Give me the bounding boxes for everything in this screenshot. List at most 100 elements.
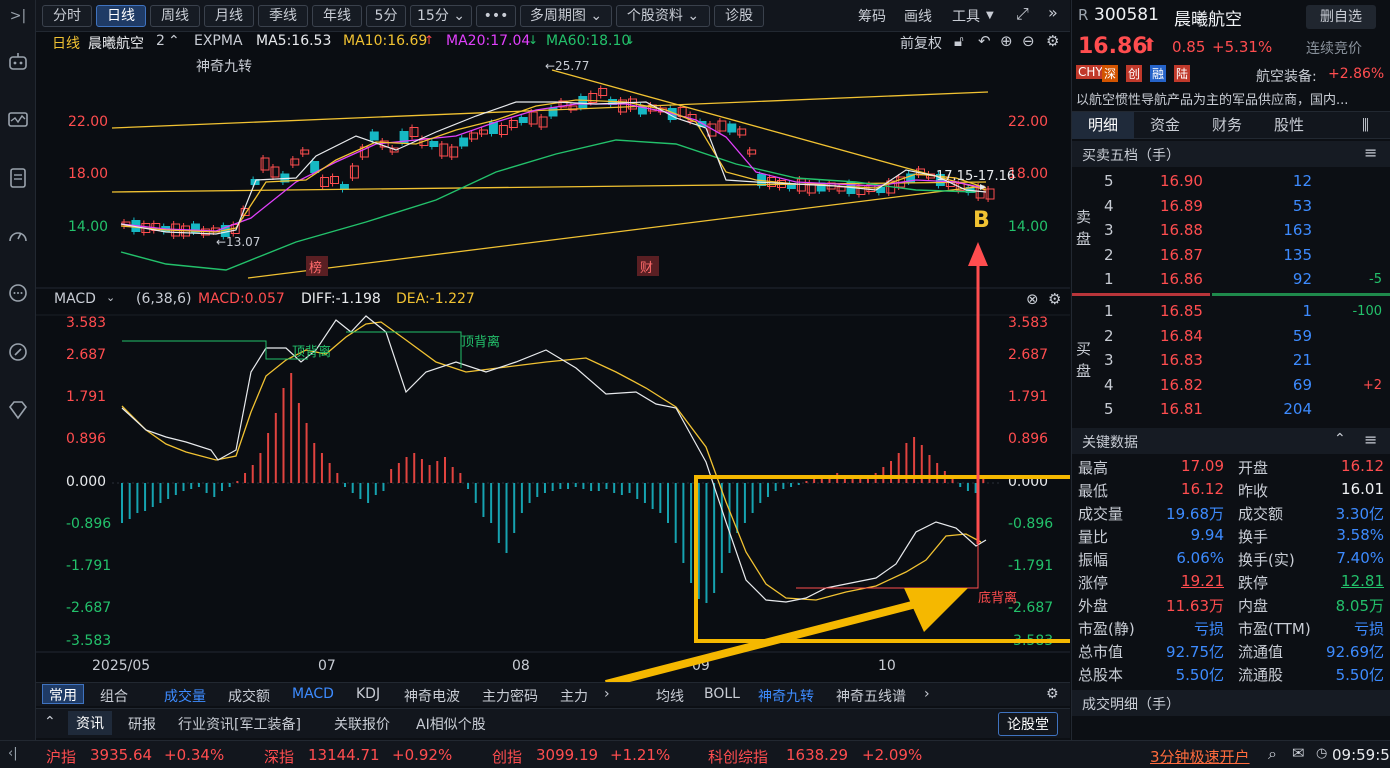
monitor-chart-icon[interactable] [6, 108, 30, 132]
tab-magic-five[interactable]: 神奇五线谱 [836, 689, 906, 705]
tab-boll[interactable]: BOLL [704, 686, 740, 702]
link-icon[interactable] [6, 340, 30, 364]
settings-gear-icon[interactable]: ⚙ [1046, 32, 1060, 50]
tab-industry-news[interactable]: 行业资讯[军工装备] [178, 717, 301, 733]
zoom-out-icon[interactable]: ⊖ [1022, 32, 1035, 50]
tab-finance[interactable]: 财务 [1211, 116, 1242, 134]
chart-canvas[interactable]: ←25.77 ←13.07 17.15-17.16 B 榜 财 顶背离 顶背离 … [36, 32, 1070, 682]
tag-shen[interactable]: 深 [1102, 65, 1119, 82]
sell-row[interactable]: 2 16.87 135 [1072, 243, 1390, 267]
sell-row[interactable]: 1 16.86 92 -5 [1072, 267, 1390, 291]
tab-turnover[interactable]: 成交额 [228, 689, 270, 705]
tab-intraday[interactable]: 分时 [42, 5, 92, 27]
tools-dropdown-icon[interactable]: ▼ [986, 10, 994, 21]
chat-icon[interactable] [6, 282, 30, 306]
panel-layout-icon[interactable]: ⫼ [1362, 116, 1369, 134]
tag-rong[interactable]: 融 [1150, 65, 1167, 82]
sector-name[interactable]: 航空装备: [1256, 69, 1317, 85]
tab-ai-similar[interactable]: AI相似个股 [416, 717, 486, 733]
buy-row[interactable]: 5 16.81 204 [1072, 397, 1390, 421]
gauge-icon[interactable] [6, 224, 30, 248]
robot-icon[interactable] [6, 50, 30, 74]
chips-button[interactable]: 筹码 [858, 9, 886, 25]
kline-chart-area[interactable]: 日线 晨曦航空 2 ⌃ EXPMA MA5:16.53 MA10:16.69 M… [36, 32, 1070, 682]
macd-settings-gear-icon[interactable]: ⚙ [1048, 290, 1062, 308]
macd-indicator-dropdown[interactable]: MACD [54, 291, 96, 307]
orderbook-menu-icon[interactable]: ≡ [1364, 143, 1378, 162]
fullscreen-icon[interactable]: ⤢ [1016, 4, 1029, 23]
news-collapse-icon[interactable]: ⌃ [44, 714, 56, 730]
tab-daily[interactable]: 日线 [96, 5, 146, 27]
macd-params[interactable]: (6,38,6) [136, 291, 192, 307]
overlay-next-icon[interactable]: › [924, 686, 930, 702]
diamond-icon[interactable] [6, 398, 30, 422]
zoom-in-icon[interactable]: ⊕ [1000, 32, 1013, 50]
tag-chuang[interactable]: 创 [1126, 65, 1143, 82]
tab-yearly[interactable]: 年线 [312, 5, 362, 27]
stock-profile-dropdown[interactable]: 个股资料 ⌄ [616, 5, 710, 27]
collapse-right-icon[interactable]: » [1048, 3, 1058, 22]
tab-quarterly[interactable]: 季线 [258, 5, 308, 27]
tab-magic-wave[interactable]: 神奇电波 [404, 689, 460, 705]
tab-macd[interactable]: MACD [292, 686, 334, 702]
sell-row[interactable]: 4 16.89 53 [1072, 194, 1390, 218]
ticker-kc-name[interactable]: 科创综指 [708, 748, 769, 766]
ticker-prev-icon[interactable]: ‹| [8, 746, 18, 761]
forum-button[interactable]: 论股堂 [998, 712, 1058, 736]
tag-chy[interactable]: CHY [1076, 65, 1105, 79]
tab-weekly[interactable]: 周线 [150, 5, 200, 27]
undo-icon[interactable]: ↶ [978, 32, 991, 50]
diagnose-button[interactable]: 诊股 [714, 5, 764, 27]
draw-button[interactable]: 画线 [904, 9, 932, 25]
tab-monthly[interactable]: 月线 [204, 5, 254, 27]
tab-ma[interactable]: 均线 [656, 689, 684, 705]
buy-row[interactable]: 4 16.82 69 +2 [1072, 373, 1390, 397]
tab-main-force[interactable]: 主力 [560, 689, 588, 705]
tag-lu[interactable]: 陆 [1174, 65, 1191, 82]
tab-15min-dropdown[interactable]: 15分 ⌄ [410, 5, 472, 27]
buy-row[interactable]: 1 16.85 1 -100 [1072, 299, 1390, 323]
tab-combo[interactable]: 组合 [100, 689, 128, 705]
tab-common[interactable]: 常用 [42, 684, 84, 704]
multi-period-dropdown[interactable]: 多周期图 ⌄ [520, 5, 612, 27]
tab-volume[interactable]: 成交量 [164, 689, 206, 705]
macd-close-icon[interactable]: ⊗ [1026, 290, 1039, 308]
tab-magic-nine[interactable]: 神奇九转 [758, 689, 814, 705]
tab-news[interactable]: 资讯 [68, 711, 112, 735]
remove-watchlist-button[interactable]: 删自选 [1306, 5, 1376, 29]
tab-funds[interactable]: 资金 [1149, 116, 1180, 134]
expma-label[interactable]: EXPMA [194, 33, 243, 49]
fuquan-dropdown[interactable]: 前复权 [900, 36, 942, 52]
indicator-settings-gear-icon[interactable]: ⚙ [1046, 686, 1059, 702]
tab-detail[interactable]: 明细 [1072, 112, 1134, 139]
tools-button[interactable]: 工具 [952, 9, 980, 25]
buy-row[interactable]: 2 16.84 59 [1072, 324, 1390, 348]
sell-row[interactable]: 5 16.90 12 [1072, 169, 1390, 193]
ticker-cy-name[interactable]: 创指 [492, 748, 523, 766]
key-data-collapse-icon[interactable]: ⌃ [1334, 431, 1346, 447]
tab-stock-nature[interactable]: 股性 [1273, 116, 1304, 134]
tab-main-force-code[interactable]: 主力密码 [482, 689, 538, 705]
tab-related-quotes[interactable]: 关联报价 [334, 717, 390, 733]
message-icon[interactable]: ✉ [1292, 744, 1305, 762]
expand-icon[interactable]: >| [9, 8, 27, 24]
compare-count[interactable]: 2 [156, 33, 165, 49]
tab-kdj[interactable]: KDJ [356, 686, 381, 702]
tabs-next-icon[interactable]: › [604, 686, 610, 702]
search-icon[interactable]: ⌕ [1268, 744, 1277, 763]
chevron-up-icon[interactable]: ⌃ [168, 33, 180, 49]
sell-row[interactable]: 3 16.88 163 [1072, 218, 1390, 242]
open-account-link[interactable]: 3分钟极速开户 [1150, 748, 1250, 766]
tab-5min[interactable]: 5分 [366, 5, 406, 27]
key-data-menu-icon[interactable]: ≡ [1364, 430, 1378, 449]
lock-icon[interactable]: 🔓︎ [954, 32, 964, 50]
macd-chevron-down-icon[interactable]: ⌄ [106, 291, 116, 304]
index-ticker-bar: ‹| 沪指 3935.64 +0.34% 深指 13144.71 +0.92% … [0, 740, 1390, 768]
ticker-sz-name[interactable]: 深指 [264, 748, 295, 766]
tab-research[interactable]: 研报 [128, 717, 156, 733]
buy-row[interactable]: 3 16.83 21 [1072, 348, 1390, 372]
key-value: 16.12 [1181, 480, 1224, 498]
more-button[interactable]: ••• [476, 5, 516, 27]
document-icon[interactable] [6, 166, 30, 190]
ticker-sh-name[interactable]: 沪指 [46, 748, 77, 766]
